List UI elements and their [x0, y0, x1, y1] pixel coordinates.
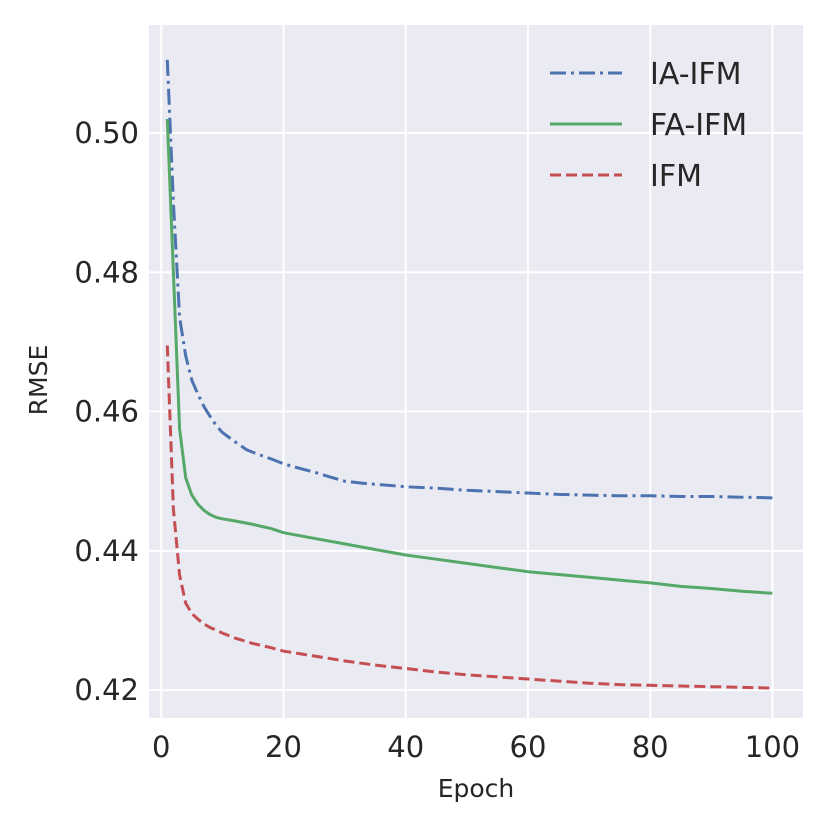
series-line-fa-ifm [165, 118, 773, 595]
x-tick-labels: 0 20 40 60 80 100 [152, 730, 800, 764]
y-tick-labels: 0.42 0.44 0.46 0.48 0.50 [74, 116, 139, 707]
plot-background [149, 25, 803, 718]
legend: IA-IFM FA-IFM IFM [550, 57, 747, 194]
y-tick-label: 0.48 [74, 255, 139, 289]
series-line-ia-ifm [165, 59, 773, 500]
x-tick-label: 20 [265, 730, 302, 764]
y-tick-label: 0.50 [74, 116, 139, 150]
series-lines [165, 59, 773, 690]
y-tick-label: 0.44 [74, 534, 139, 568]
legend-label-ia-ifm: IA-IFM [650, 57, 742, 92]
y-tick-label: 0.42 [74, 673, 139, 707]
x-tick-label: 100 [745, 730, 800, 764]
x-tick-label: 60 [510, 730, 547, 764]
x-tick-label: 40 [387, 730, 424, 764]
legend-label-fa-ifm: FA-IFM [650, 108, 747, 143]
y-tick-label: 0.46 [74, 395, 139, 429]
x-tick-label: 80 [632, 730, 669, 764]
series-line-ifm [165, 345, 773, 690]
grid-lines [149, 25, 803, 718]
x-tick-label: 0 [152, 730, 170, 764]
y-axis-label: RMSE [24, 345, 53, 416]
legend-label-ifm: IFM [650, 159, 702, 194]
x-axis-label: Epoch [438, 774, 515, 803]
